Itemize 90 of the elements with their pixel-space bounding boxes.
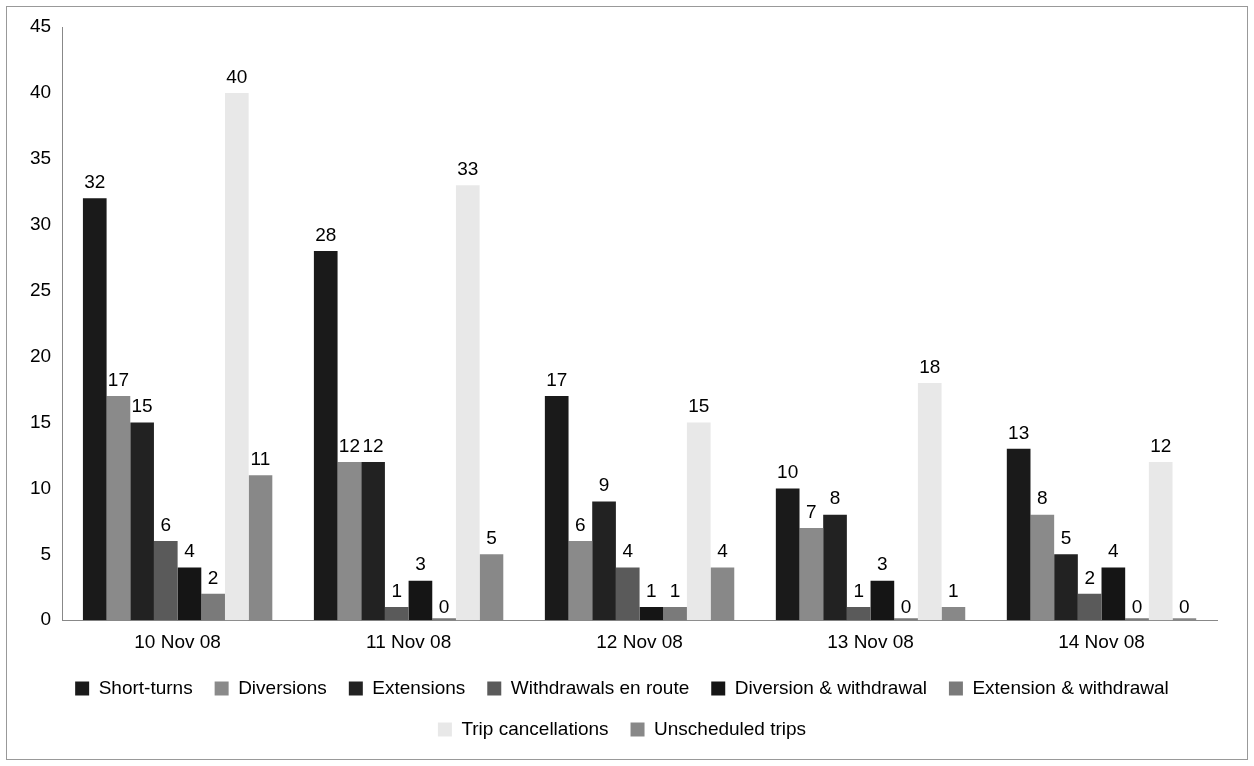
data-label: 12 bbox=[362, 434, 384, 456]
bar bbox=[846, 607, 871, 621]
bar bbox=[1054, 554, 1078, 621]
data-label: 18 bbox=[919, 355, 941, 377]
bar bbox=[1101, 567, 1126, 621]
bar bbox=[177, 567, 202, 621]
data-label: 0 bbox=[438, 595, 450, 617]
data-label: 0 bbox=[1131, 595, 1143, 617]
data-label: 33 bbox=[457, 157, 479, 179]
bar bbox=[775, 488, 800, 621]
data-label: 8 bbox=[829, 487, 841, 509]
bar bbox=[615, 567, 640, 621]
data-label: 4 bbox=[717, 540, 729, 562]
y-tick-label: 35 bbox=[29, 147, 52, 169]
x-tick-label: 12 Nov 08 bbox=[596, 630, 683, 652]
y-tick-label: 30 bbox=[29, 212, 52, 234]
data-label: 4 bbox=[1108, 540, 1120, 562]
bar bbox=[313, 251, 338, 621]
data-label: 1 bbox=[853, 579, 864, 601]
bar bbox=[663, 607, 687, 621]
data-label: 4 bbox=[622, 540, 634, 562]
data-label: 12 bbox=[1150, 434, 1172, 456]
bar bbox=[544, 396, 569, 621]
legend-label: Unscheduled trips bbox=[654, 717, 807, 739]
data-label: 15 bbox=[131, 395, 153, 417]
data-label: 13 bbox=[1008, 421, 1030, 443]
legend-label: Extension & withdrawal bbox=[972, 676, 1169, 698]
data-label: 2 bbox=[1084, 566, 1095, 588]
legend-label: Extensions bbox=[372, 676, 466, 698]
y-tick-label: 25 bbox=[29, 278, 52, 300]
data-label: 28 bbox=[315, 223, 337, 245]
data-label: 1 bbox=[646, 579, 657, 601]
bar bbox=[870, 580, 895, 621]
bar bbox=[917, 382, 942, 621]
x-tick-label: 13 Nov 08 bbox=[827, 630, 914, 652]
data-label: 9 bbox=[598, 474, 610, 496]
y-tick-label: 0 bbox=[40, 608, 52, 630]
data-label: 12 bbox=[338, 434, 360, 456]
legend-label: Withdrawals en route bbox=[510, 676, 690, 698]
data-label: 3 bbox=[415, 553, 426, 575]
bar bbox=[455, 185, 480, 621]
data-label: 32 bbox=[84, 171, 106, 193]
bar bbox=[153, 541, 178, 621]
data-label: 6 bbox=[575, 513, 586, 535]
data-label: 17 bbox=[107, 368, 129, 390]
bar bbox=[1006, 448, 1031, 621]
data-label: 7 bbox=[806, 500, 817, 522]
y-tick-label: 15 bbox=[29, 410, 52, 432]
data-label: 10 bbox=[777, 461, 799, 483]
bar bbox=[201, 593, 225, 621]
y-tick-label: 45 bbox=[29, 15, 52, 37]
bar bbox=[1077, 593, 1102, 621]
bar bbox=[384, 607, 409, 621]
legend-label: Diversion & withdrawal bbox=[734, 676, 927, 698]
data-label: 15 bbox=[688, 395, 710, 417]
data-label: 6 bbox=[160, 513, 172, 535]
bar bbox=[592, 501, 616, 621]
data-label: 5 bbox=[486, 527, 497, 549]
data-label: 17 bbox=[546, 368, 568, 390]
data-label: 40 bbox=[226, 65, 248, 87]
data-label: 3 bbox=[877, 553, 888, 575]
bar bbox=[1148, 462, 1173, 621]
x-tick-label: 14 Nov 08 bbox=[1058, 630, 1145, 652]
bar bbox=[82, 198, 107, 621]
data-label: 0 bbox=[900, 595, 912, 617]
data-label: 2 bbox=[207, 566, 219, 588]
data-label: 5 bbox=[1060, 527, 1072, 549]
y-tick-label: 20 bbox=[29, 344, 52, 366]
legend-label: Short-turns bbox=[98, 676, 193, 698]
bar bbox=[408, 580, 433, 621]
bar bbox=[686, 422, 711, 621]
x-tick-label: 11 Nov 08 bbox=[365, 630, 452, 652]
bar bbox=[130, 422, 154, 621]
x-tick-label: 10 Nov 08 bbox=[134, 630, 221, 652]
data-label: 1 bbox=[669, 579, 681, 601]
legend-label: Trip cancellations bbox=[461, 717, 609, 739]
legend-label: Diversions bbox=[238, 676, 327, 698]
bar bbox=[639, 607, 664, 621]
data-label: 4 bbox=[184, 540, 196, 562]
bar bbox=[224, 92, 249, 621]
bar bbox=[361, 462, 385, 621]
data-label: 11 bbox=[250, 447, 271, 469]
y-tick-label: 40 bbox=[29, 81, 52, 103]
y-tick-label: 10 bbox=[29, 476, 52, 498]
data-label: 1 bbox=[948, 579, 959, 601]
data-label: 0 bbox=[1179, 595, 1190, 617]
data-label: 1 bbox=[391, 579, 403, 601]
bar bbox=[823, 514, 847, 621]
y-tick-label: 5 bbox=[40, 542, 52, 564]
data-label: 8 bbox=[1037, 487, 1048, 509]
